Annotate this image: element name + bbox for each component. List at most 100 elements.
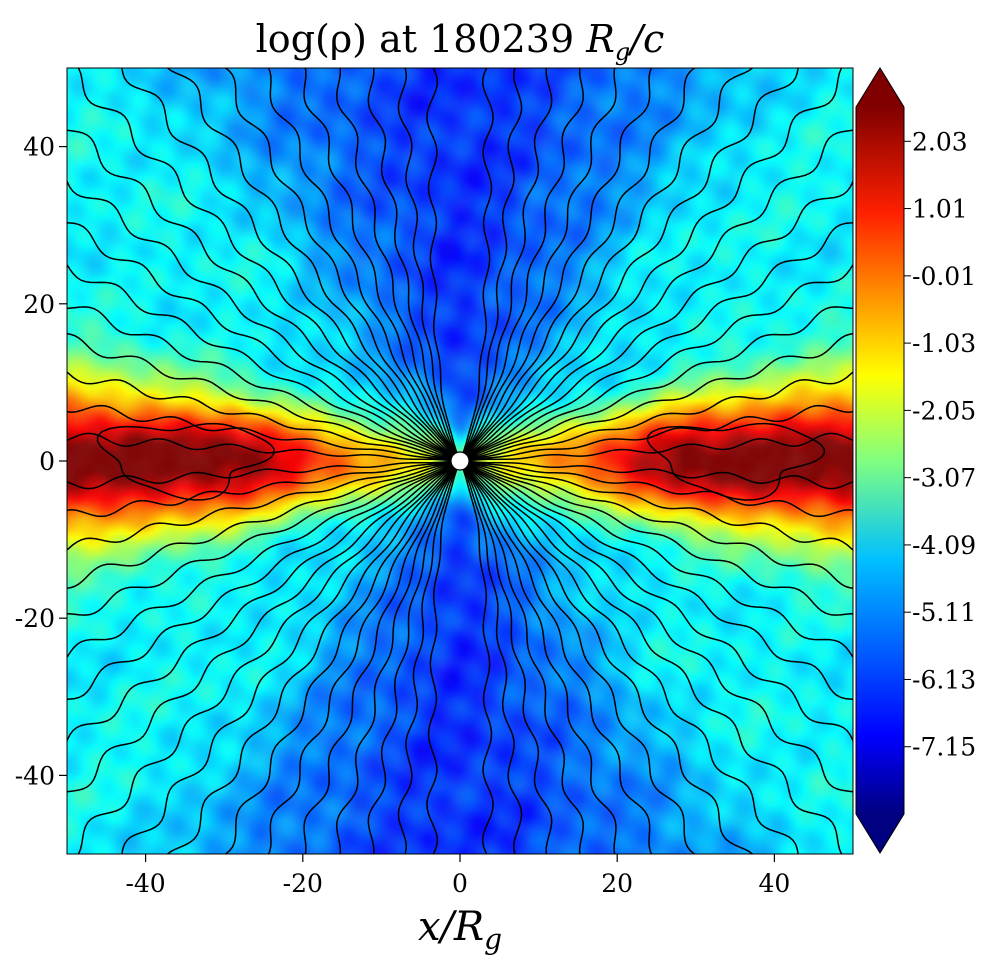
field-line [469, 461, 853, 518]
x-tick-label: -40 [125, 869, 165, 898]
field-line [466, 68, 799, 456]
field-line [336, 68, 456, 454]
field-line [67, 463, 452, 659]
colorbar-tick-label: -6.13 [912, 665, 976, 694]
colorbar: 2.03 1.01 -0.01 -1.03 -2.05 -3.07 -4.09 -5.11 -6… [855, 67, 976, 854]
y-tick-label: 20 [23, 290, 55, 319]
field-line [224, 68, 455, 455]
y-axis: 40 20 0 -20 -40 [15, 133, 67, 790]
field-line [464, 468, 617, 854]
x-axis: -40 -20 0 20 40 [125, 854, 790, 898]
field-line [67, 462, 451, 589]
field-line [67, 263, 452, 459]
field-line [468, 306, 853, 460]
field-line [397, 469, 457, 854]
field-line [397, 68, 457, 453]
field-line [67, 460, 451, 490]
colorbar-tick-label: -1.03 [912, 329, 976, 358]
field-line [465, 68, 653, 455]
field-line [67, 306, 452, 460]
density-heatmap [67, 68, 853, 854]
field-line [469, 371, 853, 461]
field-line [67, 465, 453, 793]
field-line [67, 432, 451, 462]
field-line [469, 432, 853, 462]
y-tick-label: 0 [39, 447, 55, 476]
x-axis-label: x/Rg [418, 904, 502, 956]
colorbar-ticks: 2.03 1.01 -0.01 -1.03 -2.05 -3.07 -4.09 -5.11 -6… [904, 127, 976, 762]
field-line [469, 404, 853, 461]
field-line [464, 68, 617, 454]
field-line [121, 68, 454, 456]
field-line [267, 467, 455, 854]
colorbar-extend-top [856, 68, 904, 107]
field-line [267, 68, 455, 455]
field-line [464, 68, 584, 454]
chart-title: log(ρ) at 180239 Rg/c [256, 17, 665, 66]
field-line [467, 179, 853, 458]
field-line [67, 179, 453, 458]
field-line [367, 68, 457, 454]
field-line [67, 129, 453, 457]
field-line [367, 468, 457, 854]
field-line [469, 333, 853, 460]
colorbar-tick-label: 2.03 [912, 127, 968, 156]
field-line [464, 468, 584, 854]
field-line [166, 68, 454, 456]
field-line [466, 68, 754, 456]
field-line [468, 463, 853, 659]
field-loop [96, 422, 275, 501]
colorbar-tick-label: -2.05 [912, 396, 976, 425]
field-line [467, 129, 853, 457]
field-line [468, 263, 853, 459]
x-tick-label: 20 [601, 869, 633, 898]
colorbar-outline [855, 67, 905, 854]
field-line [465, 467, 653, 854]
field-line [463, 68, 553, 454]
field-line [467, 464, 853, 743]
colorbar-tick-label: -4.09 [912, 531, 976, 560]
field-line [463, 468, 553, 854]
x-tick-label: 0 [452, 869, 468, 898]
field-line [467, 465, 853, 793]
field-line [67, 371, 451, 461]
field-line [426, 68, 458, 453]
y-tick-label: -40 [15, 761, 55, 790]
field-line [77, 465, 453, 854]
colorbar-tick-label: -7.15 [912, 733, 976, 762]
field-line [67, 461, 451, 551]
y-tick-label: 40 [23, 133, 55, 162]
field-line [166, 466, 454, 854]
field-line [469, 462, 853, 589]
field-line [462, 68, 494, 453]
field-line [336, 468, 456, 854]
field-line [224, 467, 455, 854]
colorbar-extend-bottom [856, 814, 904, 853]
x-tick-label: 40 [758, 869, 790, 898]
field-line [67, 464, 453, 743]
field-line [67, 461, 451, 518]
black-hole [450, 451, 470, 471]
field-line [469, 460, 853, 490]
field-line [303, 468, 456, 854]
colorbar-tick-label: 1.01 [912, 195, 968, 224]
field-line [67, 333, 451, 460]
field-line [426, 469, 458, 854]
field-line [67, 462, 452, 616]
field-line [468, 222, 853, 458]
field-line [463, 68, 523, 453]
field-line [468, 462, 853, 616]
field-line [469, 461, 853, 551]
colorbar-body [856, 107, 904, 814]
field-loop [646, 422, 826, 501]
x-tick-label: -20 [283, 869, 323, 898]
field-line [463, 469, 523, 854]
field-line [465, 68, 696, 455]
field-line [462, 469, 494, 854]
field-line [121, 466, 454, 854]
colorbar-tick-label: -0.01 [912, 262, 976, 291]
field-line [67, 404, 451, 461]
field-line [465, 467, 696, 854]
colorbar-tick-label: -5.11 [912, 598, 976, 627]
